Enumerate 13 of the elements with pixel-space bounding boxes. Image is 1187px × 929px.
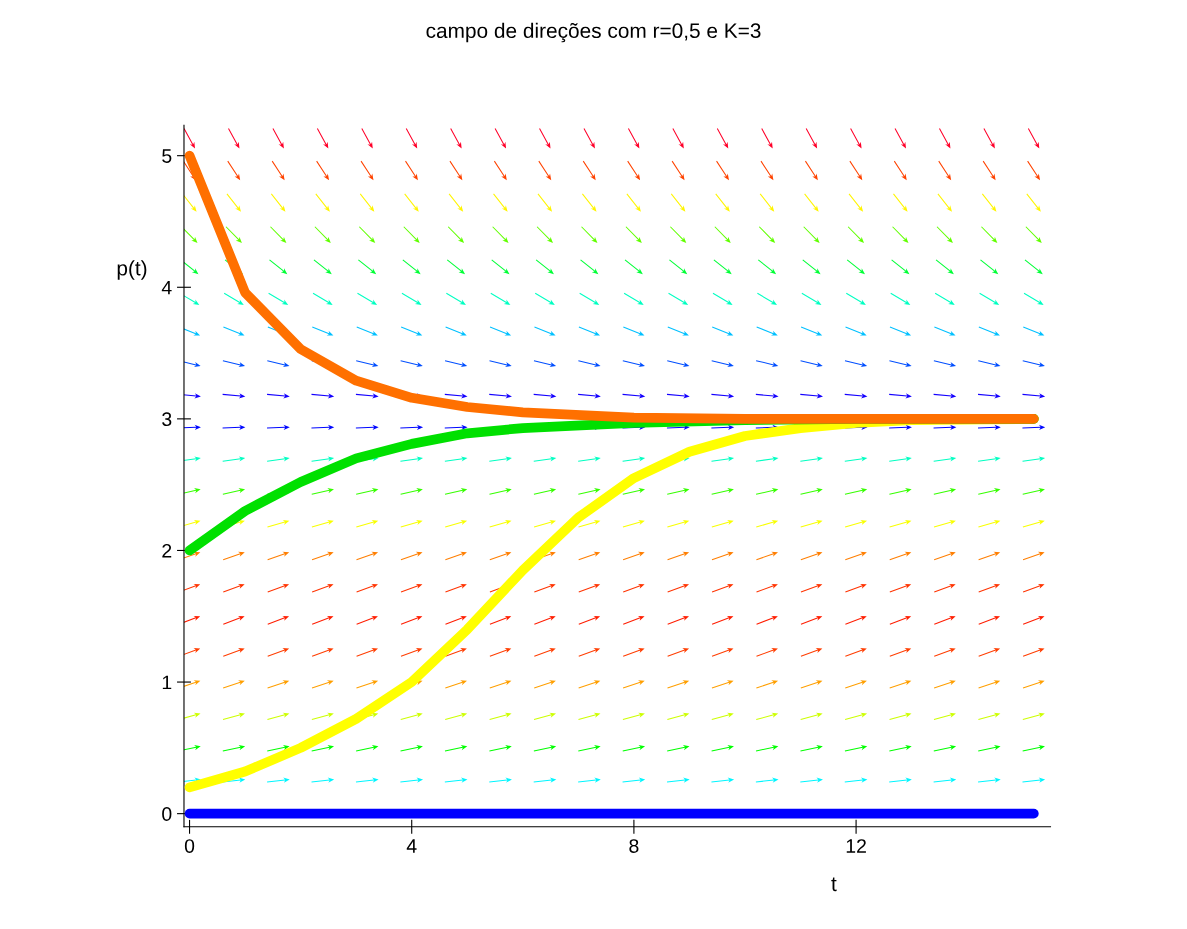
y-tick-label: 4 [161, 280, 172, 295]
x-tick-label: 0 [184, 839, 195, 853]
y-axis-title: p(t) [117, 260, 147, 280]
y-tick-label: 5 [162, 149, 172, 163]
y-tick-label: 3 [162, 412, 172, 427]
x-tick-label: 4 [406, 839, 417, 853]
y-tick-label: 1 [162, 675, 172, 690]
x-tick-label: 8 [629, 839, 639, 853]
chart-title: campo de direções com r=0,5 e K=3 [426, 22, 761, 43]
x-axis-title: t [831, 877, 837, 892]
x-tick-label: 12 [846, 839, 866, 853]
y-tick-label: 0 [162, 807, 172, 821]
y-tick-label: 2 [162, 543, 172, 558]
